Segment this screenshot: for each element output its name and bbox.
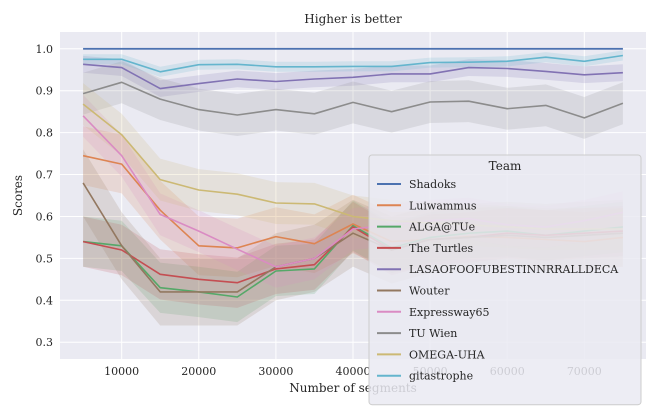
x-tick-label: 30000 xyxy=(258,365,293,378)
y-tick-label: 0.5 xyxy=(36,252,54,265)
series-line xyxy=(82,81,624,119)
chart-title: Higher is better xyxy=(304,12,402,26)
y-tick-label: 0.7 xyxy=(36,169,54,182)
y-tick-label: 1.0 xyxy=(36,43,54,56)
y-tick-label: 0.3 xyxy=(36,336,54,349)
legend-entry: Shadoks xyxy=(409,178,457,191)
legend-entry: OMEGA-UHA xyxy=(409,348,486,361)
y-axis-label: Scores xyxy=(11,175,25,216)
legend-entry: Expressway65 xyxy=(409,306,490,319)
legend-entry: Wouter xyxy=(409,285,450,298)
legend-title: Team xyxy=(489,159,522,173)
legend-entry: ALGA@TUe xyxy=(408,221,475,234)
legend-box xyxy=(368,154,642,406)
legend-items: Shadoks Luiwammus ALGA@TUe The Turtles LASAO… xyxy=(377,178,619,383)
legend-entry: LASAOFOOFUBESTINNRRALLDECA xyxy=(409,263,619,276)
y-tick-label: 0.4 xyxy=(36,294,54,307)
x-tick-label: 10000 xyxy=(104,365,139,378)
x-tick-label: 20000 xyxy=(181,365,216,378)
legend-entry: The Turtles xyxy=(409,242,474,255)
series-line xyxy=(83,54,624,73)
legend-entry: TU Wien xyxy=(409,327,457,340)
confidence-band xyxy=(83,55,623,97)
legend-entry: Luiwammus xyxy=(409,199,477,212)
y-tick-label: 0.6 xyxy=(36,210,54,223)
y-tick-label: 0.8 xyxy=(36,127,54,140)
y-axis-ticks: 0.3 0.4 0.5 0.6 0.7 0.8 0.9 1.0 xyxy=(36,43,54,349)
confidence-band xyxy=(83,50,623,77)
series-line xyxy=(83,63,623,90)
legend-entry: gitastrophe xyxy=(409,370,473,383)
y-tick-label: 0.9 xyxy=(36,85,54,98)
x-tick-label: 40000 xyxy=(336,365,371,378)
legend: Team Shadoks Luiwammus ALGA@TUe The Turtles… xyxy=(368,154,642,406)
confidence-band xyxy=(83,61,623,139)
